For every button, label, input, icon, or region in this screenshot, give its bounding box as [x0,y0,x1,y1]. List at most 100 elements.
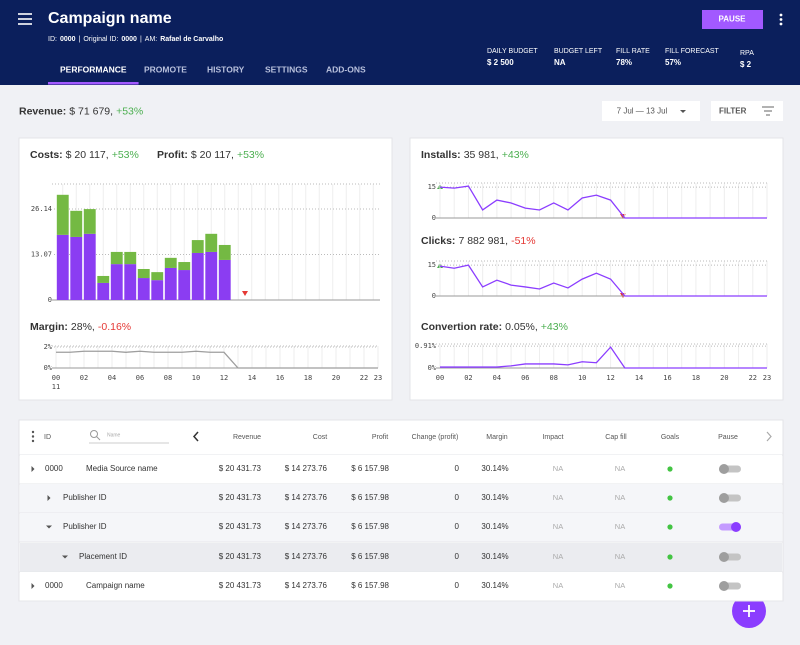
expand-caret[interactable] [47,495,51,501]
more-icon[interactable] [779,13,783,26]
dot [31,439,35,443]
x-tick-label: 23 [374,374,382,382]
summary-value: 7 882 981, [458,235,508,247]
x-tick-label: 00 [52,374,60,382]
row-background [20,572,782,601]
stat-value: 78% [616,58,632,67]
row-id: 0000 [45,464,63,473]
row-id: 0000 [45,581,63,590]
margin: 30.14% [481,493,508,502]
campaign-meta: ID: 0000 | Original ID: 0000 | AM: Rafael de Ca… [48,36,223,43]
margin: 30.14% [481,581,508,590]
tab[interactable]: PERFORMANCE [60,64,127,74]
column-header: Goals [661,434,680,441]
margin: 30.14% [481,464,508,473]
summary-value: $ 20 117, [191,149,234,161]
summary-label: Margin: [30,321,68,333]
table-header-icons [31,430,772,444]
x-tick-label: 04 [108,374,116,382]
filter-button[interactable] [711,101,783,121]
summary: Installs: 35 981, +43% [421,149,529,161]
x-tick-label: 08 [164,374,172,382]
bar-segment [124,251,137,265]
cap-fill: NA [615,522,625,531]
stat-label: DAILY BUDGET [487,48,538,55]
expand-caret[interactable] [62,555,68,559]
dot [779,13,783,17]
plus-icon [743,605,755,617]
y-tick-label: 0 [432,214,436,222]
down-marker [242,291,248,296]
bar-segment [137,268,150,279]
x-tick-label: 20 [720,374,728,382]
toggle-knob [719,552,729,562]
summary-label: Revenue: [19,105,66,117]
bar-segment [124,264,137,300]
cost: $ 14 273.76 [285,552,328,561]
profit: $ 6 157.98 [351,522,389,531]
cap-fill: NA [615,464,625,473]
y-tick-label: 0% [428,364,437,372]
tab[interactable]: SETTINGS [265,64,308,74]
revenue: $ 20 431.73 [219,522,262,531]
dot [779,18,783,21]
x-tick-label: 04 [493,374,501,382]
expand-caret[interactable] [31,583,35,589]
margin: 30.14% [481,552,508,561]
x-tick-label: 02 [80,374,88,382]
cost: $ 14 273.76 [285,522,328,531]
tab[interactable]: PROMOTE [144,64,187,74]
x-tick-label: 06 [136,374,144,382]
bar-segment [110,264,123,300]
row-name: Campaign name [86,581,145,590]
stat-value: 57% [665,58,681,67]
impact: NA [553,581,563,590]
bar-segment [191,240,204,253]
prev-arrow[interactable] [192,431,199,442]
impact: NA [553,464,563,473]
expand-caret[interactable] [31,466,35,472]
cap-fill: NA [615,581,625,590]
x-tick-label: 18 [304,374,312,382]
change: 0 [455,493,460,502]
filter-label: FILTER [719,107,747,116]
x-tick-label: 23 [763,374,771,382]
date-range: 7 Jul — 13 Jul [617,107,668,116]
summary: Costs: $ 20 117, +53% [30,149,139,161]
next-arrow[interactable] [766,431,772,442]
summary-value: 28%, [71,321,95,333]
summary-value: $ 71 679, [69,105,113,117]
y-tick-label: 26.14 [31,205,52,213]
meta-value: 0000 [60,36,76,43]
row-name: Publisher ID [63,493,107,502]
bar-segment [56,234,69,300]
row-name: Media Source name [86,464,158,473]
row-background [20,484,782,513]
y-tick-label: 15 [428,183,436,191]
revenue: $ 20 431.73 [219,493,262,502]
x-tick-label: 02 [464,374,472,382]
impact: NA [553,493,563,502]
summary-change: +53% [112,149,139,161]
change: 0 [455,581,460,590]
change: 0 [455,522,460,531]
change: 0 [455,552,460,561]
bar-segment [70,210,83,237]
summary-value: 35 981, [464,149,499,161]
expand-caret[interactable] [46,525,52,529]
row-name: Publisher ID [63,522,107,531]
summary-label: Profit: [157,149,188,161]
menu-icon[interactable] [18,13,32,25]
x-tick-label: 08 [550,374,558,382]
stat-value: $ 2 500 [487,58,514,67]
toggle-knob [719,581,729,591]
pause-button[interactable] [702,10,763,29]
tab[interactable]: HISTORY [207,64,245,74]
tab[interactable]: ADD-ONS [326,64,366,74]
tab-indicator [48,82,139,85]
x-annotation: 11 [52,383,60,391]
data-line [439,264,767,297]
date-picker[interactable] [602,101,700,121]
bar-segment [205,233,218,252]
